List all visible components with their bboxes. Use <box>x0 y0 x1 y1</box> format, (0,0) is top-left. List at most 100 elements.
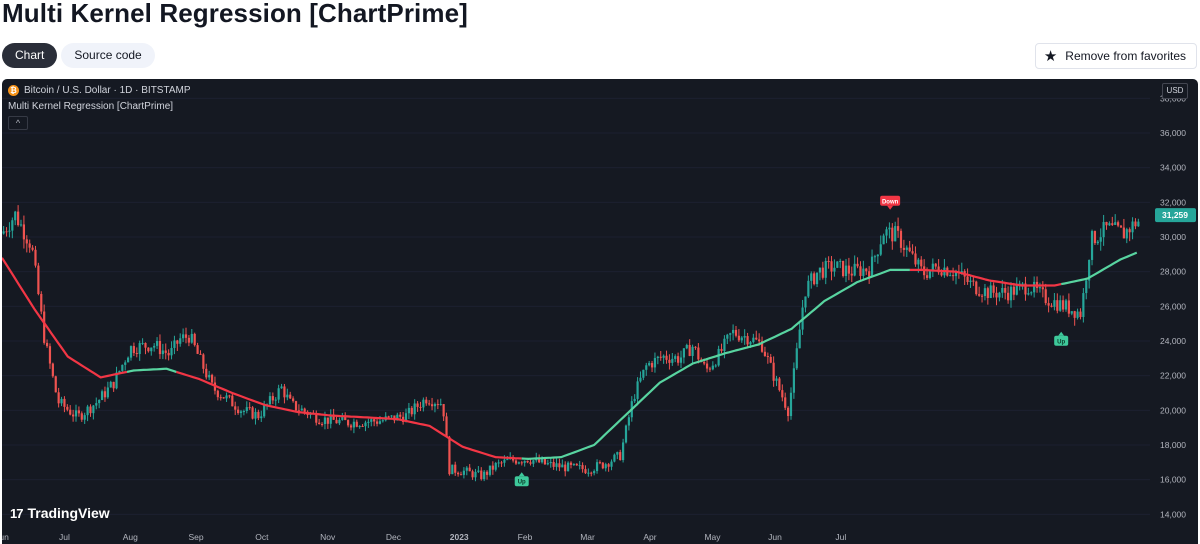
candle-body <box>555 463 558 467</box>
candle-body <box>182 334 185 339</box>
indicator-label[interactable]: Multi Kernel Regression [ChartPrime] <box>8 101 174 112</box>
kernel-regression-line <box>1061 251 1138 286</box>
candle-body <box>115 372 118 389</box>
candle-body <box>248 407 251 409</box>
remove-from-favorites-button[interactable]: ★ Remove from favorites <box>1034 43 1197 69</box>
candle-body <box>436 404 439 406</box>
candle-body <box>129 346 133 358</box>
candle-body <box>155 341 159 346</box>
tab-source-code[interactable]: Source code <box>61 43 155 68</box>
candle-body <box>598 462 602 464</box>
candle-body <box>850 273 853 276</box>
candle-body <box>14 211 17 221</box>
candle-body <box>639 377 642 382</box>
candle-body <box>584 469 587 474</box>
last-price-label: 31,259 <box>1162 210 1188 220</box>
candle-body <box>792 368 795 393</box>
candle-body <box>595 462 599 472</box>
candle-body <box>257 411 260 419</box>
candle-body <box>2 231 5 234</box>
currency-selector[interactable]: USD <box>1162 83 1188 99</box>
candle-body <box>242 410 246 412</box>
candle-body <box>471 471 474 478</box>
candle-body <box>1134 221 1137 227</box>
candle-body <box>448 436 451 475</box>
candle-body <box>118 370 121 373</box>
candle-body <box>758 339 761 342</box>
candle-body <box>807 280 810 297</box>
candle-body <box>72 414 75 417</box>
candle-body <box>853 263 856 276</box>
candle-body <box>882 235 885 245</box>
candle-body <box>48 346 52 364</box>
candle-body <box>564 464 567 472</box>
candle-body <box>821 267 824 278</box>
candle-body <box>951 275 955 277</box>
candle-body <box>928 270 932 278</box>
candle-body <box>184 334 188 338</box>
candle-body <box>734 329 738 336</box>
candle-body <box>355 421 358 427</box>
candle-body <box>1012 286 1015 295</box>
candle-body <box>650 363 654 368</box>
candle-body <box>619 452 622 461</box>
candle-body <box>326 417 329 424</box>
x-tick-label: Dec <box>386 532 402 542</box>
x-tick-label: Jun <box>2 532 9 542</box>
candle-body <box>610 461 613 467</box>
candle-body <box>297 410 301 412</box>
candle-body <box>352 421 355 428</box>
candle-body <box>1073 311 1076 318</box>
candle-body <box>396 414 399 421</box>
candle-body <box>1082 293 1085 318</box>
candle-body <box>766 356 769 358</box>
tab-chart[interactable]: Chart <box>2 43 58 68</box>
x-tick-label: Oct <box>255 532 269 542</box>
candle-body <box>856 263 859 267</box>
candle-body <box>367 421 370 423</box>
candle-body <box>77 410 81 414</box>
collapse-legend-button[interactable]: ^ <box>8 116 28 130</box>
candle-body <box>202 354 205 369</box>
candle-body <box>100 391 104 400</box>
candle-body <box>1114 222 1117 225</box>
candle-body <box>106 387 109 398</box>
candle-body <box>833 267 836 272</box>
tradingview-logo[interactable]: 17 TradingView <box>10 505 110 521</box>
candle-body <box>11 220 14 231</box>
candle-body <box>1027 293 1030 295</box>
candle-body <box>124 362 127 365</box>
candle-body <box>966 276 969 283</box>
candle-body <box>341 416 344 420</box>
star-icon: ★ <box>1043 47 1058 65</box>
candle-body <box>601 462 604 469</box>
candle-body <box>1099 237 1102 242</box>
candle-body <box>8 230 11 232</box>
x-tick-label: Feb <box>518 532 533 542</box>
symbol-row[interactable]: ₿ Bitcoin / U.S. Dollar · 1D · BITSTAMP <box>8 84 191 97</box>
candle-body <box>949 275 952 277</box>
candle-body <box>888 227 891 230</box>
candle-body <box>170 347 173 356</box>
candle-body <box>216 390 219 398</box>
candle-body <box>787 407 790 417</box>
candle-body <box>428 403 431 405</box>
signal-up-label: Up <box>1054 331 1069 346</box>
candle-body <box>141 342 144 344</box>
candle-body <box>1125 229 1128 239</box>
candle-body <box>983 288 987 297</box>
candle-body <box>158 341 162 355</box>
candle-body <box>674 356 677 359</box>
candle-body <box>653 358 657 368</box>
candle-body <box>572 463 575 465</box>
candle-body <box>656 356 659 359</box>
candle-body <box>1116 222 1120 226</box>
candle-body <box>506 459 509 461</box>
candle-body <box>164 350 167 353</box>
candle-body <box>865 268 868 272</box>
candle-body <box>711 365 714 370</box>
remove-from-favorites-label: Remove from favorites <box>1065 49 1186 63</box>
page-title: Multi Kernel Regression [ChartPrime] <box>2 0 468 28</box>
